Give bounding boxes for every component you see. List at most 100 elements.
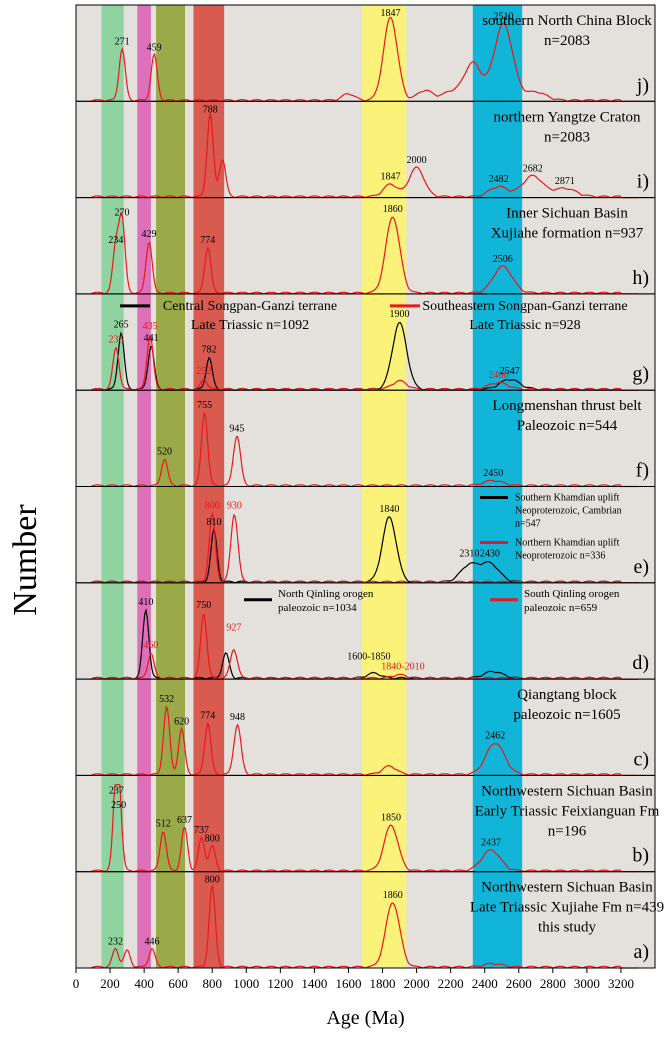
- panel-b-peak-label-2: 512: [156, 818, 171, 829]
- x-tick-label-200: 200: [100, 976, 120, 991]
- panel-f-peak-label-0: 520: [157, 447, 172, 458]
- panel-g-legend-1-line-0: Southeastern Songpan-Ganzi terrane: [422, 299, 627, 314]
- panel-d-peak-label-2: 1600-1850: [347, 652, 390, 663]
- x-tick-label-2400: 2400: [472, 976, 498, 991]
- panel-h-peak-label-0: 234: [108, 235, 123, 246]
- panel-e-legend-0-line-2: n=547: [515, 519, 541, 530]
- panel-b-peak-label-3: 637: [177, 815, 192, 826]
- panel-d-legend-1-line-0: South Qinling orogen: [524, 588, 620, 600]
- panel-g-peak-label-2: 782: [202, 344, 217, 355]
- panel-g-peak-label-0: 265: [114, 320, 129, 331]
- panel-d-legend-0-line-1: paleozoic n=1034: [278, 602, 357, 614]
- panel-i-peak-label-5: 2871: [555, 176, 575, 187]
- panel-e-legend-1-line-0: Northern Khamdian uplift: [515, 538, 620, 549]
- panel-g-legend-0-line-1: Late Triassic n=1092: [191, 318, 309, 333]
- panel-b-peak-label-4: 737: [194, 825, 209, 836]
- x-tick-label-1400: 1400: [301, 976, 327, 991]
- panel-e-peak-label-1: 1840: [379, 504, 399, 515]
- panel-i-peak-label-0: 788: [203, 104, 218, 115]
- panel-g-legend-0-line-0: Central Songpan-Ganzi terrane: [163, 299, 337, 314]
- panel-c-title-line-0: Qiangtang block: [517, 687, 617, 703]
- panel-h-letter: h): [632, 267, 649, 289]
- x-tick-label-600: 600: [168, 976, 188, 991]
- panel-g-peak-label-8: 2480: [488, 370, 508, 381]
- panel-e-legend-0-line-0: Southern Khamdian uplift: [515, 493, 620, 504]
- panel-j-peak-label-0: 271: [115, 36, 130, 47]
- panel-e-letter: e): [633, 556, 649, 578]
- x-axis-label: Age (Ma): [326, 1007, 404, 1029]
- panel-a-title-line-0: Northwestern Sichuan Basin: [481, 880, 653, 896]
- x-tick-label-2800: 2800: [540, 976, 566, 991]
- panel-d-peak-label-5: 1840-2010: [381, 661, 424, 672]
- panel-i-peak-label-1: 1847: [381, 172, 401, 183]
- panel-b-peak-label-7: 2437: [481, 838, 501, 849]
- panel-g-peak-label-7: 252: [197, 366, 212, 377]
- panel-a-peak-label-1: 446: [144, 936, 159, 947]
- panel-g-peak-label-3: 1900: [390, 309, 410, 320]
- panel-i-peak-label-3: 2482: [489, 174, 509, 185]
- panel-j-peak-label-1: 459: [147, 42, 162, 53]
- panel-a-letter: a): [633, 941, 649, 963]
- panel-d-peak-label-1: 750: [196, 600, 211, 611]
- panel-j-title-line-0: southern North China Block: [482, 13, 652, 29]
- panel-b-title-line-2: n=196: [548, 823, 587, 839]
- panel-c-peak-label-1: 620: [174, 716, 189, 727]
- x-tick-label-400: 400: [134, 976, 154, 991]
- x-tick-label-800: 800: [202, 976, 222, 991]
- x-tick-label-3000: 3000: [574, 976, 600, 991]
- panel-i-title-line-1: n=2083: [544, 129, 590, 145]
- panel-d-legend-1-line-1: paleozoic n=659: [524, 602, 598, 614]
- panel-j-peak-label-3: 2510: [493, 12, 513, 23]
- panel-h-title-line-0: Inner Sichuan Basin: [506, 206, 628, 222]
- panel-e-peak-label-3: 2430: [480, 549, 500, 560]
- panel-b-title-line-1: Early Triassic Feixianguan Fm: [475, 803, 660, 819]
- panel-e-peak-label-0: 810: [206, 517, 221, 528]
- panel-c-peak-label-2: 774: [200, 711, 215, 722]
- panel-b-peak-label-5: 800: [205, 833, 220, 844]
- panel-c-peak-label-0: 532: [159, 694, 174, 705]
- panel-h-peak-label-4: 1860: [383, 204, 403, 215]
- panel-f-title-line-1: Paleozoic n=544: [517, 418, 618, 434]
- panel-f-peak-label-3: 2450: [483, 468, 503, 479]
- panel-e-legend-0-line-1: Neoproterozoic, Cambrian: [515, 506, 622, 517]
- x-tick-label-1600: 1600: [335, 976, 361, 991]
- x-tick-label-3200: 3200: [608, 976, 634, 991]
- panel-b-peak-label-0: 237: [109, 785, 124, 796]
- panel-f-title-line-0: Longmenshan thrust belt: [492, 398, 642, 414]
- panel-d-legend-0-line-0: North Qinling orogen: [278, 588, 374, 600]
- panel-g-peak-label-1: 441: [144, 333, 159, 344]
- panel-h-peak-label-2: 429: [142, 229, 157, 240]
- panel-d-peak-label-3: 460: [143, 640, 158, 651]
- panel-g-peak-label-4: 2547: [500, 366, 520, 377]
- panel-i-title-line-0: northern Yangtze Craton: [493, 109, 641, 125]
- panel-b-letter: b): [632, 845, 649, 867]
- panel-j-title-line-1: n=2083: [544, 33, 590, 49]
- panel-b-peak-label-1: 250: [111, 800, 126, 811]
- panel-a-peak-label-3: 1860: [383, 890, 403, 901]
- x-tick-label-2000: 2000: [404, 976, 430, 991]
- panel-e-peak-label-4: 800: [205, 501, 220, 512]
- panel-a-title-line-1: Late Triassic Xujiahe Fm n=439: [470, 900, 664, 916]
- panel-f-letter: f): [636, 460, 649, 482]
- panel-a-peak-label-2: 800: [205, 875, 220, 886]
- x-tick-label-1200: 1200: [267, 976, 293, 991]
- panel-d-peak-label-4: 927: [226, 623, 241, 634]
- panel-c-peak-label-4: 2462: [485, 730, 505, 741]
- panel-e-peak-label-5: 930: [227, 501, 242, 512]
- x-tick-label-2200: 2200: [438, 976, 464, 991]
- panel-c-letter: c): [633, 748, 649, 770]
- x-tick-label-1000: 1000: [233, 976, 259, 991]
- x-tick-label-1800: 1800: [370, 976, 396, 991]
- panel-h-title-line-1: Xujiahe formation n=937: [491, 226, 644, 242]
- panel-b-title-line-0: Northwestern Sichuan Basin: [481, 783, 653, 799]
- panel-d-letter: d): [632, 652, 649, 674]
- panel-g-letter: g): [632, 363, 649, 385]
- panel-c-title-line-1: paleozoic n=1605: [513, 707, 620, 723]
- panel-j-letter: j): [636, 74, 649, 96]
- panel-i-peak-label-4: 2682: [523, 163, 543, 174]
- panel-g-peak-label-6: 435: [143, 321, 158, 332]
- panel-j-peak-label-2: 1847: [381, 8, 401, 19]
- panel-e-legend-1-line-1: Neoproterozoic n=336: [515, 551, 605, 562]
- panel-h-peak-label-5: 2506: [493, 254, 513, 265]
